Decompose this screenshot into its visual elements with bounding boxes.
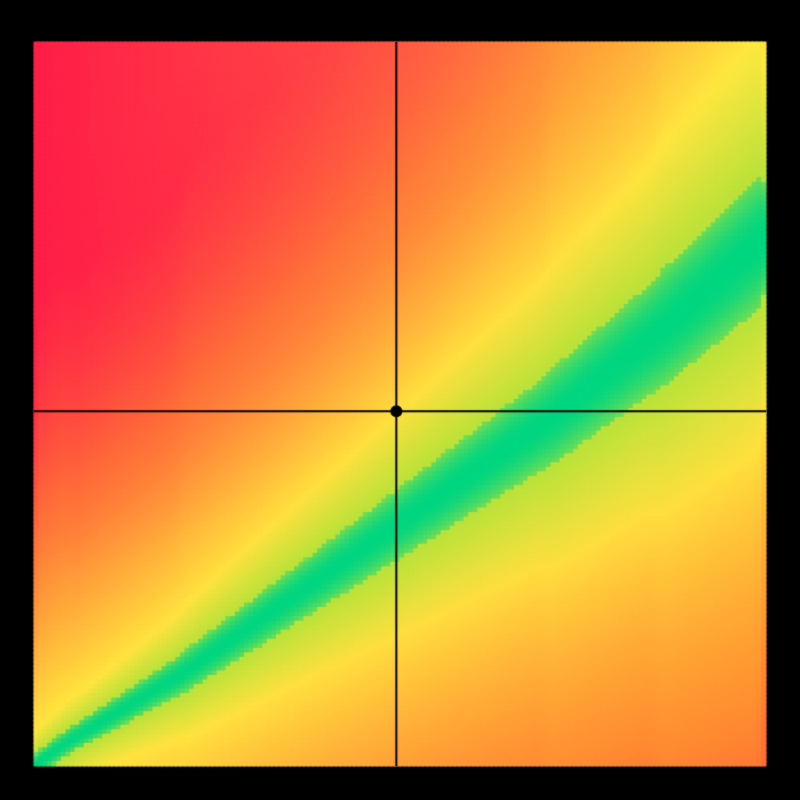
chart-container: TheBottleneck.com — [0, 0, 800, 800]
bottleneck-heatmap — [0, 0, 800, 800]
